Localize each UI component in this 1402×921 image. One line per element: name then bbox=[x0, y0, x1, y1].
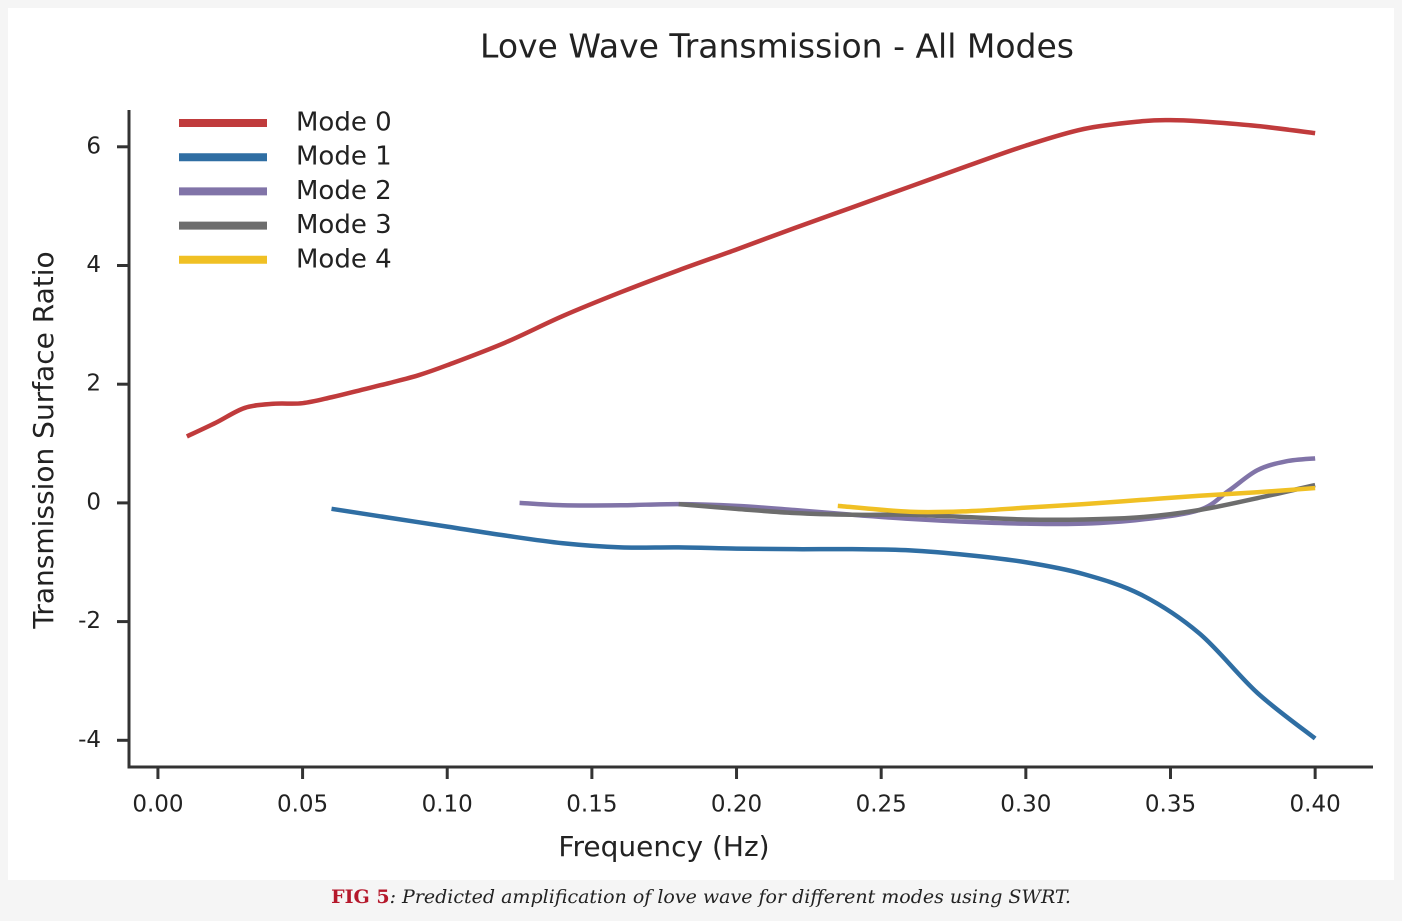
legend-label: Mode 3 bbox=[296, 210, 392, 240]
y-axis-label: Transmission Surface Ratio bbox=[27, 251, 60, 629]
y-tick-label: 0 bbox=[86, 489, 101, 515]
caption: FIG 5: Predicted amplification of love w… bbox=[331, 886, 1071, 908]
caption-label: FIG 5 bbox=[331, 886, 389, 908]
x-tick-label: 0.25 bbox=[856, 792, 907, 818]
line-series bbox=[185, 117, 1316, 439]
x-tick-label: 0.15 bbox=[566, 792, 617, 818]
legend-label: Mode 0 bbox=[296, 108, 392, 138]
line-series bbox=[519, 456, 1316, 527]
y-tick-label: 4 bbox=[86, 252, 101, 278]
y-tick-label: -2 bbox=[78, 608, 101, 634]
x-tick-label: 0.20 bbox=[711, 792, 762, 818]
x-tick-label: 0.00 bbox=[132, 792, 183, 818]
y-tick-label: -4 bbox=[78, 727, 101, 753]
y-tick-label: 2 bbox=[86, 371, 101, 397]
line-series bbox=[837, 485, 1316, 515]
y-tick-label: 6 bbox=[86, 133, 101, 159]
legend-label: Mode 4 bbox=[296, 244, 392, 274]
x-tick-label: 0.30 bbox=[1000, 792, 1051, 818]
caption-text: : Predicted amplification of love wave f… bbox=[390, 886, 1071, 908]
x-axis-label: Frequency (Hz) bbox=[558, 830, 769, 863]
x-tick-label: 0.05 bbox=[277, 792, 328, 818]
legend-label: Mode 1 bbox=[296, 142, 392, 172]
legend-label: Mode 2 bbox=[296, 176, 392, 206]
x-tick-label: 0.35 bbox=[1145, 792, 1196, 818]
line-series bbox=[331, 506, 1317, 741]
chart-title: Love Wave Transmission - All Modes bbox=[480, 27, 1074, 66]
x-tick-label: 0.40 bbox=[1290, 792, 1341, 818]
line-series bbox=[678, 482, 1316, 523]
chart-background bbox=[8, 8, 1394, 880]
x-tick-label: 0.10 bbox=[422, 792, 473, 818]
